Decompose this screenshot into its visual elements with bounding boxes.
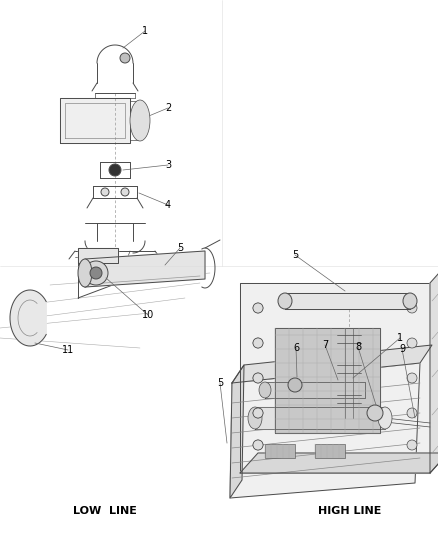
Ellipse shape: [247, 407, 261, 429]
Polygon shape: [429, 263, 438, 473]
Circle shape: [252, 440, 262, 450]
Circle shape: [84, 261, 108, 285]
Text: 5: 5: [291, 250, 297, 260]
Text: 4: 4: [165, 200, 171, 210]
Text: LOW  LINE: LOW LINE: [73, 506, 137, 516]
Text: 5: 5: [216, 378, 223, 388]
Circle shape: [252, 373, 262, 383]
Circle shape: [406, 303, 416, 313]
Polygon shape: [240, 453, 438, 473]
Text: 6: 6: [292, 343, 298, 353]
Polygon shape: [284, 293, 409, 309]
Text: 7: 7: [321, 340, 327, 350]
Ellipse shape: [377, 407, 391, 429]
Circle shape: [109, 164, 121, 176]
Polygon shape: [85, 251, 205, 287]
Polygon shape: [274, 328, 379, 433]
Circle shape: [252, 303, 262, 313]
Text: HIGH LINE: HIGH LINE: [318, 506, 381, 516]
Circle shape: [252, 408, 262, 418]
Circle shape: [121, 188, 129, 196]
Circle shape: [101, 188, 109, 196]
Circle shape: [252, 373, 262, 383]
Circle shape: [406, 408, 416, 418]
FancyBboxPatch shape: [314, 444, 344, 458]
Circle shape: [120, 53, 130, 63]
Polygon shape: [230, 365, 244, 498]
Polygon shape: [231, 345, 431, 383]
Circle shape: [406, 373, 416, 383]
Ellipse shape: [277, 293, 291, 309]
Circle shape: [252, 408, 262, 418]
Circle shape: [406, 440, 416, 450]
Text: 3: 3: [165, 160, 171, 170]
Circle shape: [252, 338, 262, 348]
Text: 11: 11: [62, 345, 74, 355]
Circle shape: [90, 267, 102, 279]
Polygon shape: [78, 248, 118, 263]
Polygon shape: [60, 98, 130, 143]
FancyBboxPatch shape: [265, 444, 294, 458]
Ellipse shape: [402, 293, 416, 309]
Text: 2: 2: [165, 103, 171, 113]
Polygon shape: [240, 283, 429, 473]
Text: 10: 10: [141, 310, 154, 320]
Text: 9: 9: [398, 344, 404, 354]
Circle shape: [406, 338, 416, 348]
Ellipse shape: [78, 259, 92, 287]
Circle shape: [287, 378, 301, 392]
Circle shape: [252, 338, 262, 348]
Polygon shape: [10, 290, 46, 346]
Circle shape: [366, 405, 382, 421]
Text: 1: 1: [396, 333, 402, 343]
Ellipse shape: [258, 382, 270, 398]
Circle shape: [252, 440, 262, 450]
Circle shape: [252, 303, 262, 313]
Text: 1: 1: [141, 26, 148, 36]
Text: 8: 8: [354, 342, 360, 352]
Text: 5: 5: [177, 243, 183, 253]
Ellipse shape: [130, 100, 150, 141]
Polygon shape: [230, 363, 419, 498]
Polygon shape: [254, 407, 384, 429]
Polygon shape: [265, 382, 364, 398]
